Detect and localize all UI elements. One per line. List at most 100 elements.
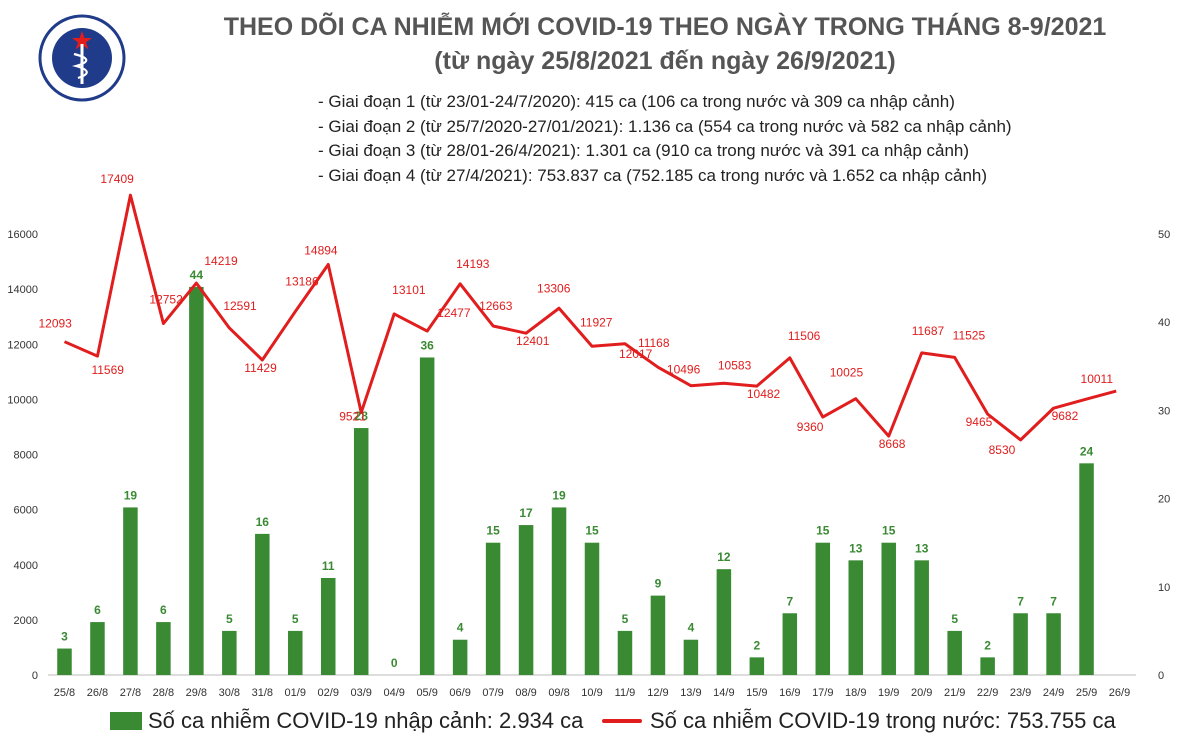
- bar-label-3: 6: [160, 603, 167, 617]
- line-label-16: 11927: [580, 315, 613, 329]
- chart-title: THEO DÕI CA NHIỄM MỚI COVID-19 THEO NGÀY…: [223, 13, 1107, 41]
- legend-item-imported: Số ca nhiễm COVID-19 nhập cảnh: 2.934 ca: [110, 708, 583, 734]
- covid-cases-chart: 0 2000 4000 6000 8000 10000 12000 14000 16000 0 10…: [7, 172, 1170, 699]
- bar-12: [452, 639, 468, 675]
- bar-3: [156, 622, 171, 675]
- bar-label-17: 5: [622, 612, 629, 626]
- bar-label-10: 0: [391, 656, 398, 670]
- line-label-0: 12093: [38, 317, 72, 331]
- x-axis-tick-9: 03/9: [351, 687, 372, 699]
- line-label-8: 14894: [304, 243, 338, 257]
- chart-subtitle: (từ ngày 25/8/2021 đến ngày 26/9/2021): [434, 47, 896, 75]
- bar-label-24: 13: [849, 541, 863, 555]
- line-label-9: 9521: [339, 410, 366, 424]
- bar-label-27: 5: [951, 612, 958, 626]
- line-label-1: 11569: [91, 363, 124, 377]
- bar-22: [782, 613, 798, 675]
- legend-line-swatch: [602, 719, 642, 723]
- bar-21: [749, 657, 765, 675]
- x-axis-tick-23: 17/9: [812, 687, 833, 699]
- bar-label-9: 28: [355, 409, 369, 423]
- line-label-5: 12591: [223, 299, 257, 313]
- x-axis-tick-8: 02/9: [318, 687, 339, 699]
- bar-20: [716, 569, 732, 675]
- x-axis-tick-2: 27/8: [120, 687, 141, 699]
- bar-25: [881, 542, 896, 675]
- bar-label-2: 19: [124, 488, 138, 502]
- line-label-6: 11429: [244, 361, 277, 375]
- bar-label-26: 13: [915, 541, 929, 555]
- x-axis-tick-5: 30/8: [219, 687, 240, 699]
- x-axis-tick-13: 07/9: [482, 687, 503, 699]
- bar-label-22: 7: [786, 594, 793, 608]
- x-axis-tick-26: 20/9: [911, 687, 932, 699]
- bar-label-4: 44: [190, 268, 204, 282]
- bar-11: [419, 357, 435, 675]
- left-axis-tick-5: 10000: [7, 394, 38, 406]
- bar-label-13: 15: [486, 524, 500, 538]
- x-axis-tick-28: 22/9: [977, 687, 998, 699]
- bar-29: [1013, 613, 1028, 675]
- legend-label-imported: Số ca nhiễm COVID-19 nhập cảnh: 2.934 ca: [148, 708, 584, 733]
- x-axis-tick-25: 19/9: [878, 687, 899, 699]
- line-label-25: 8668: [879, 437, 906, 451]
- bar-19: [683, 639, 699, 675]
- x-axis-tick-22: 16/9: [779, 687, 800, 699]
- bar-9: [353, 428, 369, 675]
- bar-label-25: 15: [882, 524, 896, 538]
- line-label-13: 12663: [479, 299, 513, 313]
- bar-18: [650, 595, 666, 675]
- bar-label-0: 3: [61, 630, 68, 644]
- bar-27: [947, 630, 962, 675]
- right-axis-tick-0: 0: [1158, 670, 1164, 682]
- line-label-3: 12752: [149, 293, 183, 307]
- bar-label-5: 5: [226, 612, 233, 626]
- line-label-28: 9465: [966, 415, 993, 429]
- bar-label-20: 12: [717, 550, 731, 564]
- bar-0: [57, 648, 72, 675]
- x-axis-tick-4: 29/8: [186, 687, 207, 699]
- line-label-27: 11525: [953, 328, 986, 342]
- line-label-22: 11506: [788, 329, 821, 343]
- x-axis-tick-14: 08/9: [515, 687, 536, 699]
- line-label-26: 11687: [912, 324, 945, 338]
- bar-label-12: 4: [457, 621, 464, 635]
- x-axis-tick-21: 15/9: [746, 687, 767, 699]
- x-axis-tick-29: 23/9: [1010, 687, 1031, 699]
- left-axis-tick-2: 4000: [14, 560, 38, 572]
- x-axis-tick-6: 31/8: [252, 687, 273, 699]
- line-label-15: 13306: [537, 281, 571, 295]
- left-axis-tick-6: 12000: [7, 339, 38, 351]
- bar-label-19: 4: [688, 621, 695, 635]
- bar-label-8: 11: [322, 559, 335, 573]
- x-axis-tick-10: 04/9: [383, 687, 404, 699]
- bar-17: [617, 630, 633, 675]
- bar-30: [1046, 613, 1061, 675]
- bar-label-21: 2: [754, 638, 761, 652]
- x-axis-tick-19: 13/9: [680, 687, 701, 699]
- x-axis-tick-20: 14/9: [713, 687, 734, 699]
- line-label-14: 12401: [516, 334, 550, 348]
- bar-label-14: 17: [519, 506, 533, 520]
- domestic-cases-line: [63, 193, 1117, 442]
- bar-28: [980, 657, 995, 675]
- phase-note-3: - Giai đoạn 3 (từ 28/01-26/4/2021): 1.30…: [318, 141, 970, 160]
- bar-label-28: 2: [984, 638, 991, 652]
- x-axis-tick-15: 09/8: [548, 687, 569, 699]
- left-axis-tick-4: 8000: [14, 450, 38, 462]
- bar-label-6: 16: [256, 515, 270, 529]
- left-axis-tick-0: 0: [32, 670, 38, 682]
- bar-label-18: 9: [655, 577, 662, 591]
- x-axis-tick-18: 12/9: [647, 687, 668, 699]
- bar-2: [123, 507, 138, 675]
- line-label-12: 14193: [456, 257, 490, 271]
- line-label-2: 17409: [100, 172, 134, 186]
- bar-13: [485, 542, 501, 675]
- line-label-23: 9360: [797, 420, 824, 434]
- x-axis-tick-0: 25/8: [54, 687, 75, 699]
- line-label-17: 12017: [619, 347, 653, 361]
- x-axis-tick-3: 28/8: [153, 687, 174, 699]
- right-axis-tick-2: 20: [1158, 494, 1170, 506]
- legend-item-domestic: Số ca nhiễm COVID-19 trong nước: 753.755…: [602, 708, 1116, 734]
- x-axis-tick-12: 06/9: [449, 687, 470, 699]
